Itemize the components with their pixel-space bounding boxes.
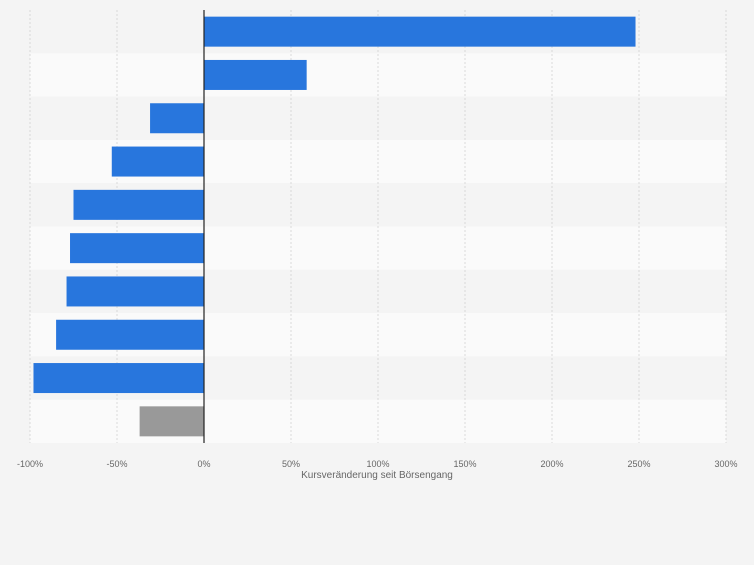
x-tick-label: 250% xyxy=(627,459,650,469)
x-tick-labels: -100% -50% 0% 50% 100% 150% 200% 250% 300% xyxy=(17,459,738,469)
bar xyxy=(56,319,204,350)
bar xyxy=(73,189,204,220)
bar xyxy=(66,276,204,307)
bar xyxy=(139,406,204,437)
x-tick-label: 300% xyxy=(714,459,737,469)
bar xyxy=(33,363,205,394)
x-tick-label: 150% xyxy=(453,459,476,469)
x-tick-label: 100% xyxy=(366,459,389,469)
bar xyxy=(111,146,204,177)
x-tick-label: -100% xyxy=(17,459,43,469)
x-tick-label: 200% xyxy=(540,459,563,469)
bar xyxy=(150,103,204,134)
bar xyxy=(204,59,307,90)
bars xyxy=(33,16,636,437)
bar xyxy=(70,233,205,264)
x-axis-label: Kursveränderung seit Börsengang xyxy=(301,470,453,481)
x-tick-label: 50% xyxy=(282,459,300,469)
bar xyxy=(204,16,636,47)
x-tick-label: -50% xyxy=(106,459,127,469)
x-tick-label: 0% xyxy=(197,459,210,469)
